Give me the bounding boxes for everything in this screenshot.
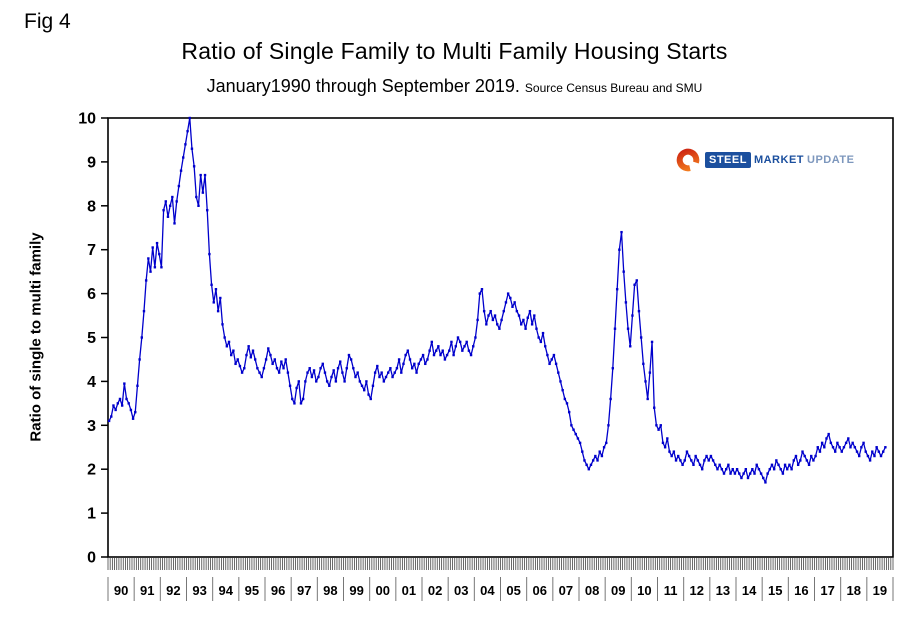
- logo-wordmark: STEEL MARKET UPDATE: [705, 152, 854, 168]
- svg-text:94: 94: [219, 583, 234, 598]
- svg-text:10: 10: [637, 583, 651, 598]
- svg-text:6: 6: [87, 286, 96, 303]
- subtitle-period: January1990 through September 2019.: [206, 76, 520, 96]
- subtitle-source: Source Census Bureau and SMU: [524, 81, 703, 95]
- svg-text:12: 12: [690, 583, 704, 598]
- svg-text:05: 05: [506, 583, 520, 598]
- svg-text:13: 13: [716, 583, 730, 598]
- svg-text:9: 9: [87, 154, 96, 171]
- svg-text:99: 99: [349, 583, 363, 598]
- svg-text:07: 07: [559, 583, 573, 598]
- svg-text:90: 90: [114, 583, 128, 598]
- svg-text:91: 91: [140, 583, 154, 598]
- svg-text:01: 01: [402, 583, 416, 598]
- svg-text:14: 14: [742, 583, 757, 598]
- logo-swirl-icon: [676, 148, 700, 172]
- steel-market-update-logo: STEEL MARKET UPDATE: [676, 148, 854, 172]
- svg-text:16: 16: [794, 583, 808, 598]
- svg-text:04: 04: [480, 583, 495, 598]
- svg-text:7: 7: [87, 242, 96, 259]
- svg-text:96: 96: [271, 583, 285, 598]
- svg-text:19: 19: [873, 583, 887, 598]
- svg-text:15: 15: [768, 583, 782, 598]
- svg-text:09: 09: [611, 583, 625, 598]
- svg-text:93: 93: [192, 583, 206, 598]
- svg-text:17: 17: [820, 583, 834, 598]
- svg-text:92: 92: [166, 583, 180, 598]
- svg-text:95: 95: [245, 583, 259, 598]
- svg-text:0: 0: [87, 550, 96, 567]
- svg-text:4: 4: [87, 374, 96, 391]
- svg-text:08: 08: [585, 583, 599, 598]
- svg-text:2: 2: [87, 462, 96, 479]
- svg-text:97: 97: [297, 583, 311, 598]
- svg-text:10: 10: [78, 111, 96, 128]
- logo-word-market: MARKET: [753, 154, 805, 166]
- svg-text:5: 5: [87, 330, 96, 347]
- svg-text:3: 3: [87, 418, 96, 435]
- svg-text:11: 11: [664, 583, 678, 598]
- svg-text:06: 06: [533, 583, 547, 598]
- svg-text:02: 02: [428, 583, 442, 598]
- svg-text:18: 18: [847, 583, 861, 598]
- svg-text:8: 8: [87, 198, 96, 215]
- figure-number-label: Fig 4: [24, 10, 71, 33]
- svg-text:03: 03: [454, 583, 468, 598]
- chart-title: Ratio of Single Family to Multi Family H…: [181, 38, 728, 64]
- logo-word-update: UPDATE: [807, 154, 855, 166]
- svg-text:00: 00: [376, 583, 390, 598]
- svg-text:1: 1: [87, 506, 96, 523]
- svg-text:98: 98: [323, 583, 337, 598]
- logo-word-steel: STEEL: [705, 152, 751, 168]
- chart-subtitle: January1990 through September 2019. Sour…: [0, 76, 909, 97]
